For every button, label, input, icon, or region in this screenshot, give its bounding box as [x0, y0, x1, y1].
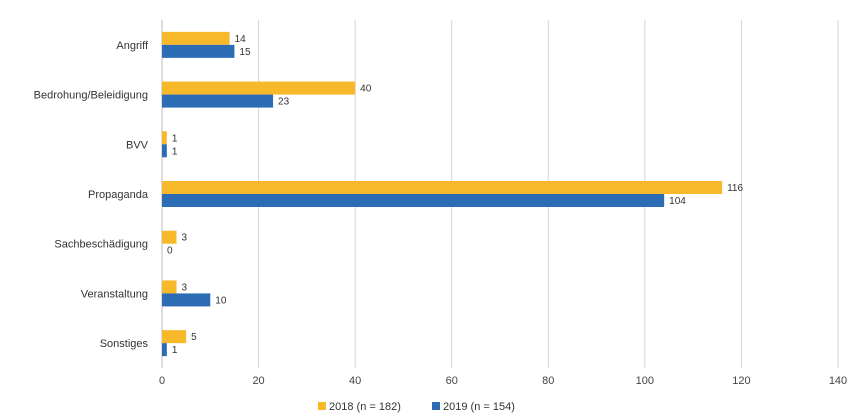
bar-series	[162, 31, 723, 357]
legend-label: 2018 (n = 182)	[329, 401, 401, 413]
x-tick-label: 120	[732, 375, 750, 387]
bar-series-1	[162, 31, 230, 45]
data-label: 1	[172, 146, 178, 157]
bar-series-1	[162, 330, 187, 344]
data-label: 5	[191, 332, 197, 343]
bar-series-2	[162, 194, 665, 207]
bar-series-1	[162, 131, 167, 145]
bar-series-1	[162, 280, 177, 294]
data-label: 3	[181, 233, 187, 244]
bar-series-1	[162, 181, 723, 194]
data-label: 3	[181, 282, 187, 293]
x-tick-label: 80	[542, 375, 554, 387]
bar-series-2	[162, 44, 235, 58]
x-tick-labels: 0 20 40 60 80 100 120 140	[159, 375, 847, 387]
category-labels: Angriff Bedrohung/Beleidigung BVV Propagand…	[34, 40, 149, 350]
legend-label: 2019 (n = 154)	[443, 401, 515, 413]
x-tick-label: 60	[446, 375, 458, 387]
bar-series-2	[162, 144, 167, 158]
bar-series-1	[162, 81, 356, 95]
category-label: Sonstiges	[100, 338, 149, 350]
data-label: 0	[167, 246, 173, 257]
category-label: Bedrohung/Beleidigung	[34, 90, 148, 102]
data-label: 1	[172, 133, 178, 144]
data-label: 104	[669, 196, 686, 207]
x-tick-label: 0	[159, 375, 165, 387]
category-label: Propaganda	[88, 189, 149, 201]
bar-series-1	[162, 230, 177, 244]
x-tick-label: 20	[252, 375, 264, 387]
data-label: 15	[239, 47, 251, 58]
x-tick-label: 140	[829, 375, 847, 387]
legend-swatch	[432, 402, 440, 410]
bar-series-2	[162, 343, 167, 357]
category-label: BVV	[126, 139, 149, 151]
legend-swatch	[318, 402, 326, 410]
data-label: 116	[727, 183, 743, 194]
x-tick-label: 100	[636, 375, 654, 387]
data-label: 23	[278, 97, 290, 108]
data-label: 10	[215, 295, 227, 306]
data-label: 1	[172, 345, 178, 356]
category-label: Sachbeschädigung	[54, 239, 148, 251]
data-label: 14	[235, 34, 247, 45]
legend: 2018 (n = 182) 2019 (n = 154)	[318, 401, 515, 413]
x-tick-label: 40	[349, 375, 361, 387]
bar-series-2	[162, 94, 274, 108]
category-label: Veranstaltung	[81, 288, 148, 300]
category-label: Angriff	[116, 40, 149, 52]
data-label: 40	[360, 84, 372, 95]
bar-series-2	[162, 293, 211, 307]
